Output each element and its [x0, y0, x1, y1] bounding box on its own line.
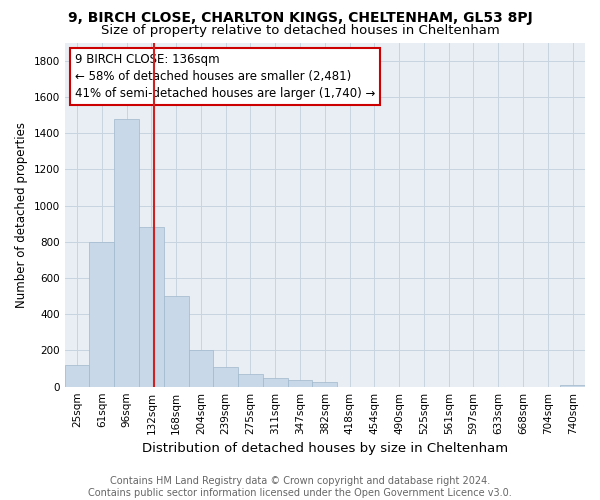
Bar	[287, 380, 313, 386]
Bar	[114, 118, 139, 386]
Bar	[65, 365, 89, 386]
Text: 9, BIRCH CLOSE, CHARLTON KINGS, CHELTENHAM, GL53 8PJ: 9, BIRCH CLOSE, CHARLTON KINGS, CHELTENH…	[68, 11, 532, 25]
Bar	[238, 374, 263, 386]
X-axis label: Distribution of detached houses by size in Cheltenham: Distribution of detached houses by size …	[142, 442, 508, 455]
Y-axis label: Number of detached properties: Number of detached properties	[15, 122, 28, 308]
Bar	[188, 350, 214, 387]
Bar	[560, 385, 585, 386]
Bar	[214, 367, 238, 386]
Bar	[313, 382, 337, 386]
Bar	[263, 378, 287, 386]
Text: Size of property relative to detached houses in Cheltenham: Size of property relative to detached ho…	[101, 24, 499, 37]
Bar	[89, 242, 114, 386]
Text: 9 BIRCH CLOSE: 136sqm
← 58% of detached houses are smaller (2,481)
41% of semi-d: 9 BIRCH CLOSE: 136sqm ← 58% of detached …	[75, 53, 376, 100]
Bar	[139, 228, 164, 386]
Bar	[164, 296, 188, 386]
Text: Contains HM Land Registry data © Crown copyright and database right 2024.
Contai: Contains HM Land Registry data © Crown c…	[88, 476, 512, 498]
